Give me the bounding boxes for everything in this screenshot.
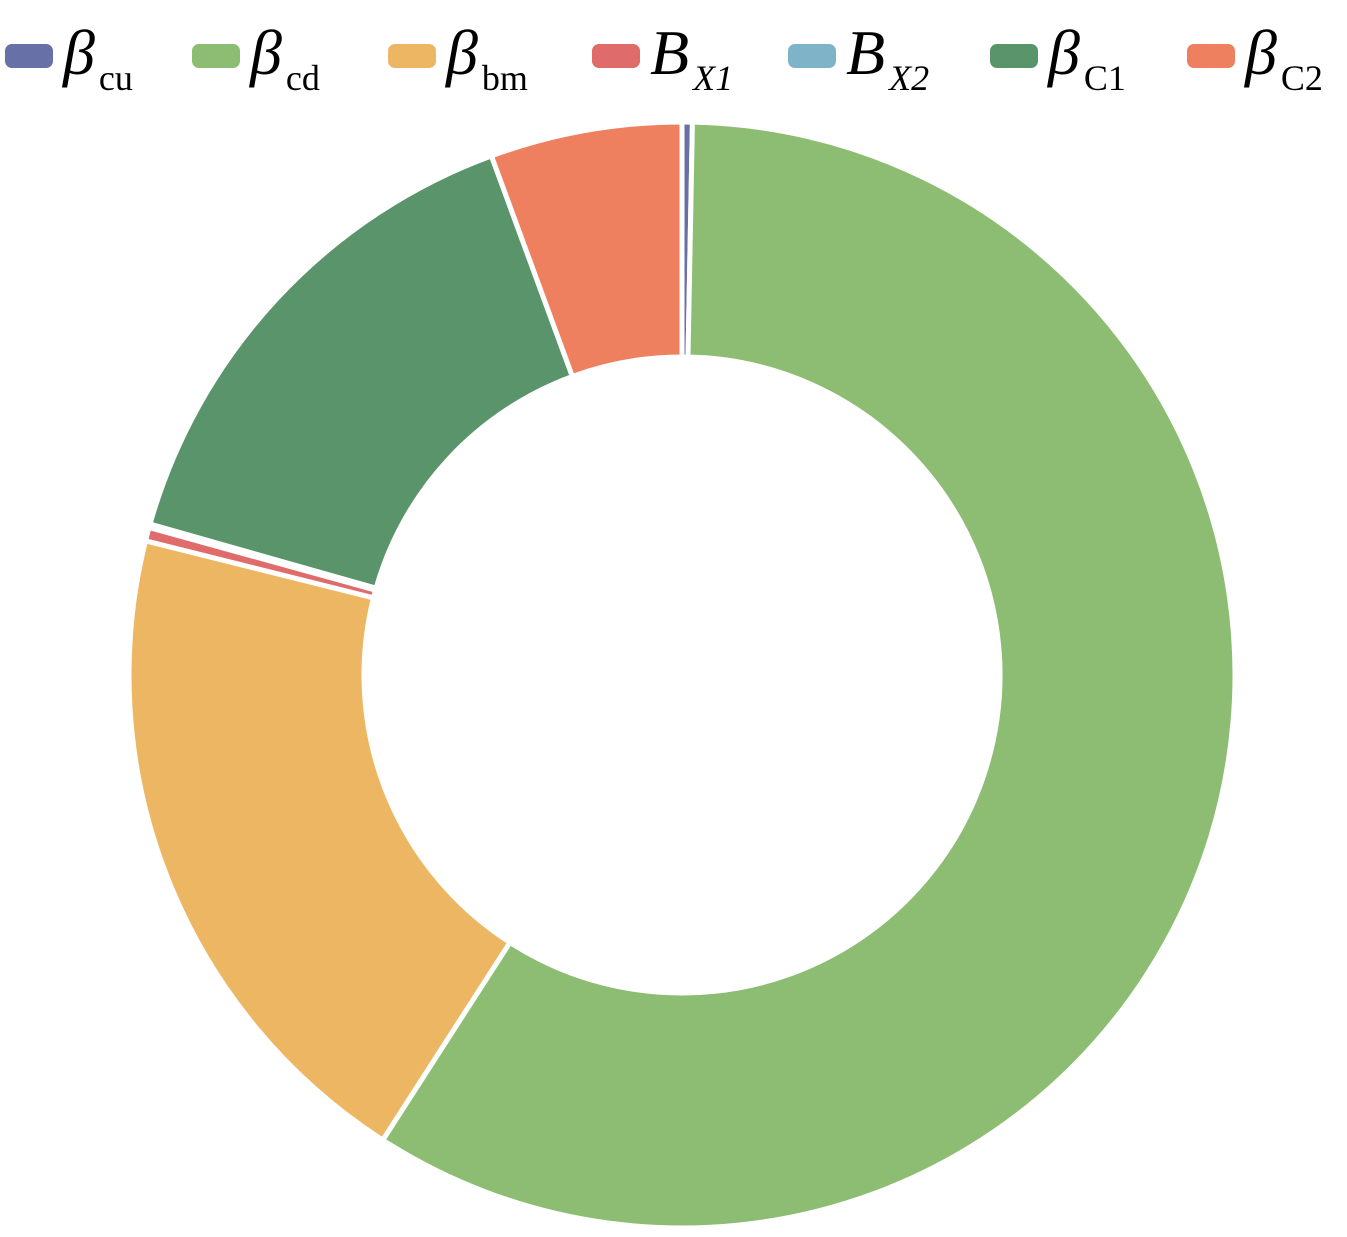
legend-subscript: C2 <box>1281 58 1323 98</box>
legend: β cu β cd β bm B X1 B X2 β C1 β C2 <box>5 17 1323 98</box>
legend-label: β cd <box>248 17 320 98</box>
legend-label: B X2 <box>846 17 929 98</box>
legend-swatch <box>5 44 53 68</box>
legend-swatch <box>990 44 1038 68</box>
legend-subscript: cd <box>286 58 320 98</box>
legend-subscript: bm <box>482 58 528 98</box>
legend-swatch <box>192 44 240 68</box>
legend-symbol: β <box>248 17 282 88</box>
legend-label: β C1 <box>1046 17 1126 98</box>
legend-swatch <box>592 44 640 68</box>
legend-swatch <box>788 44 836 68</box>
donut-segment <box>126 538 513 1143</box>
donut-segment <box>380 119 1238 1231</box>
legend-symbol: β <box>444 17 478 88</box>
legend-label: β bm <box>444 17 528 98</box>
legend-subscript: C1 <box>1084 58 1126 98</box>
legend-symbol: B <box>846 17 885 88</box>
legend-label: B X1 <box>650 17 733 98</box>
donut-segment <box>488 119 685 379</box>
legend-symbol: β <box>1243 17 1277 88</box>
legend-subscript: X2 <box>887 58 929 98</box>
legend-label: β C2 <box>1243 17 1323 98</box>
legend-swatch <box>1187 44 1235 68</box>
legend-symbol: β <box>61 17 95 88</box>
legend-subscript: X1 <box>691 58 733 98</box>
donut <box>126 119 1238 1231</box>
legend-swatch <box>388 44 436 68</box>
legend-symbol: B <box>650 17 689 88</box>
legend-subscript: cu <box>99 58 133 98</box>
legend-label: β cu <box>61 17 133 98</box>
donut-segment <box>147 153 575 591</box>
legend-symbol: β <box>1046 17 1080 88</box>
